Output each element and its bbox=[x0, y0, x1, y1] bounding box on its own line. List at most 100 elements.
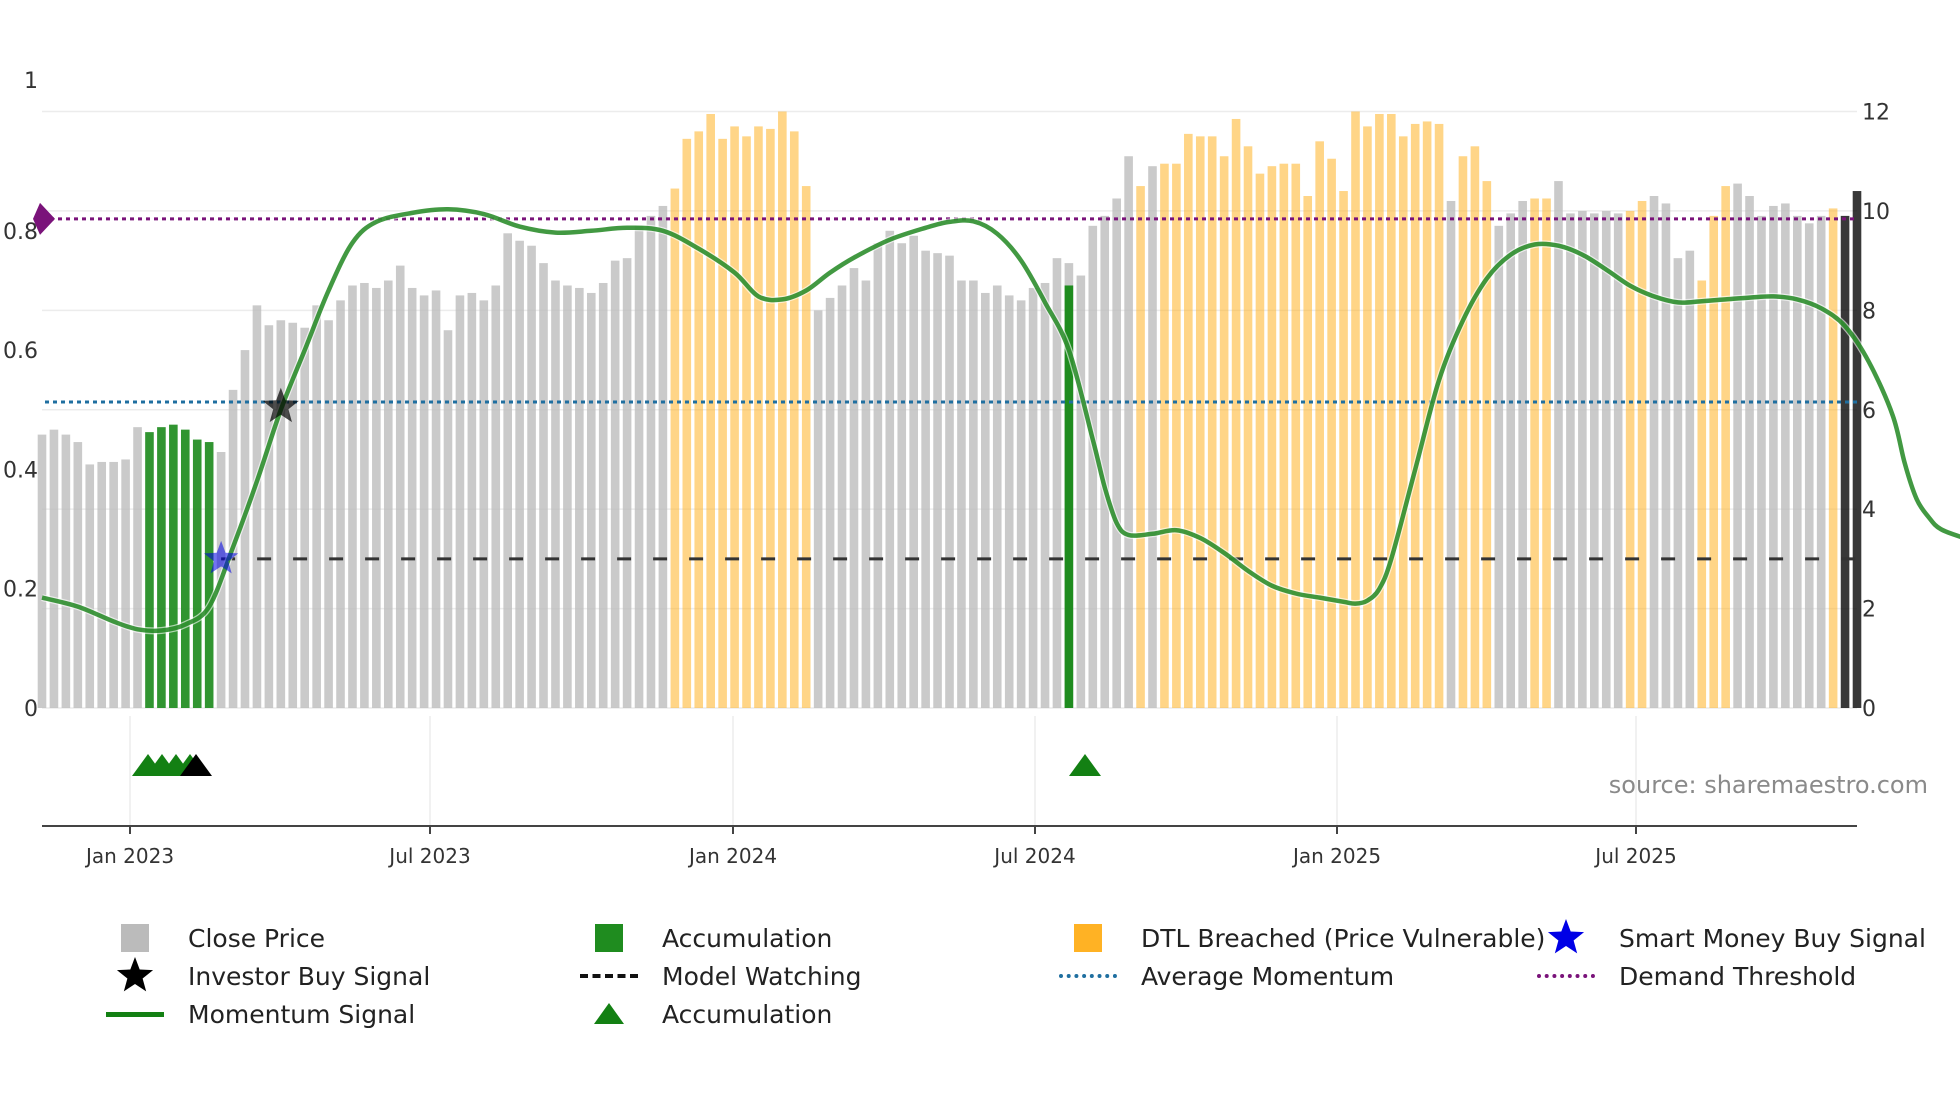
dtl-breached-bar bbox=[742, 136, 751, 709]
gray-square-icon bbox=[121, 924, 149, 952]
accumulation-bar bbox=[145, 432, 154, 708]
legend-demand-threshold: Demand Threshold bbox=[1531, 958, 1856, 994]
dtl-breached-bar bbox=[766, 128, 775, 708]
close-price-bar bbox=[909, 235, 918, 708]
date-tick-label: Jul 2024 bbox=[992, 844, 1075, 868]
legend-accumulation: Accumulation bbox=[574, 920, 832, 956]
close-price-bar bbox=[849, 268, 859, 708]
left-tick-label: 0.8 bbox=[3, 220, 38, 245]
close-price-bar bbox=[1685, 250, 1695, 708]
close-price-bar bbox=[240, 350, 250, 708]
momentum-layer bbox=[41, 205, 1960, 635]
legend-close-price: Close Price bbox=[100, 920, 325, 956]
close-price-bar bbox=[1649, 196, 1659, 708]
momentum-signal-line bbox=[41, 207, 1960, 634]
close-price-bar bbox=[813, 310, 823, 708]
close-price-bar bbox=[1112, 198, 1121, 709]
dtl-breached-bar bbox=[1697, 280, 1707, 708]
right-tick-label: 6 bbox=[1862, 399, 1876, 424]
close-price-bar bbox=[598, 282, 608, 708]
dtl-breached-bar bbox=[1709, 215, 1719, 708]
dtl-breached-bar bbox=[801, 186, 811, 708]
close-price-bar bbox=[1004, 295, 1014, 708]
right-tick-label: 2 bbox=[1862, 598, 1876, 623]
close-price-bar bbox=[1733, 183, 1742, 708]
close-price-bar bbox=[1804, 223, 1814, 708]
dtl-breached-bar bbox=[1184, 133, 1193, 708]
dtl-breached-bar bbox=[1434, 123, 1444, 709]
dtl-breached-bar bbox=[682, 138, 692, 709]
solid-line-icon bbox=[106, 1011, 164, 1017]
close-price-bar bbox=[49, 429, 59, 708]
dtl-breached-bar bbox=[1195, 136, 1205, 709]
close-price-bar bbox=[539, 263, 548, 708]
chart-svg: 0 0.2 0.4 0.6 0.8 1 0 2 4 6 8 10 12 Jan 2023 Jul 202… bbox=[3, 69, 1960, 868]
close-price-bar bbox=[419, 295, 429, 708]
accumulation-bar bbox=[169, 424, 178, 708]
legend-accumulation-marker: Accumulation bbox=[574, 996, 832, 1032]
close-price-bar bbox=[1852, 191, 1862, 708]
dtl-breached-bar bbox=[1458, 156, 1468, 709]
legend-label: Investor Buy Signal bbox=[188, 961, 431, 991]
dashed-line-icon bbox=[580, 974, 638, 978]
close-price-bar bbox=[121, 459, 130, 708]
dotted-line-icon bbox=[1537, 974, 1595, 978]
legend-model-watching: Model Watching bbox=[574, 958, 862, 994]
dtl-breached-bar bbox=[1207, 136, 1217, 709]
date-tick-label: Jul 2025 bbox=[1593, 844, 1676, 868]
close-price-bar bbox=[861, 280, 871, 708]
close-price-bar bbox=[1040, 282, 1050, 708]
close-price-bar bbox=[372, 287, 381, 708]
close-price-bar bbox=[407, 287, 417, 708]
close-price-bar bbox=[1590, 213, 1599, 708]
legend-label: Model Watching bbox=[662, 961, 862, 991]
black-star-icon bbox=[262, 387, 299, 423]
close-price-bar bbox=[1613, 213, 1623, 708]
dtl-breached-bar bbox=[1470, 146, 1480, 709]
close-price-bar bbox=[360, 282, 369, 708]
dtl-breached-bar bbox=[1303, 196, 1313, 708]
close-price-bar bbox=[992, 285, 1002, 708]
close-price-bar bbox=[1816, 215, 1826, 708]
right-tick-label: 10 bbox=[1862, 200, 1890, 225]
close-price-bar bbox=[133, 427, 142, 708]
close-price-bar bbox=[646, 215, 656, 708]
dtl-breached-bar bbox=[670, 188, 680, 709]
close-price-bar bbox=[586, 292, 596, 708]
left-tick-label: 1 bbox=[24, 69, 38, 94]
close-price-bar bbox=[276, 320, 286, 708]
close-price-bar bbox=[1757, 215, 1766, 708]
dtl-breached-bar bbox=[1136, 186, 1145, 708]
legend-label: Average Momentum bbox=[1141, 961, 1395, 991]
close-price-bar bbox=[1446, 200, 1456, 709]
dtl-breached-bar bbox=[1542, 198, 1551, 709]
dtl-breached-bar bbox=[730, 126, 739, 708]
left-axis: 0 0.2 0.4 0.6 0.8 1 bbox=[3, 69, 38, 722]
date-axis: Jan 2023 Jul 2023 Jan 2024 Jul 2024 Jan 2025… bbox=[42, 825, 1857, 868]
dtl-breached-bar bbox=[1410, 123, 1420, 709]
dtl-breached-bar bbox=[1375, 113, 1384, 709]
close-price-bar bbox=[1781, 203, 1790, 708]
date-tick-label: Jul 2023 bbox=[387, 844, 470, 868]
close-price-bar bbox=[1506, 213, 1516, 708]
blue-star-icon bbox=[203, 540, 239, 574]
green-square-icon bbox=[595, 924, 623, 952]
close-price-bar bbox=[443, 330, 453, 708]
source-label: source: sharemaestro.com bbox=[1609, 771, 1928, 799]
accumulation-bar bbox=[192, 439, 202, 708]
close-price-bar bbox=[1793, 215, 1802, 708]
dtl-breached-bar bbox=[1721, 186, 1730, 708]
triangle-icon bbox=[594, 1003, 624, 1024]
close-price-bar bbox=[945, 255, 954, 708]
left-tick-label: 0.6 bbox=[3, 339, 38, 364]
dtl-breached-bar bbox=[1828, 208, 1838, 708]
close-price-bar bbox=[897, 243, 907, 709]
close-price-bar bbox=[503, 233, 512, 709]
investor-buy-triangle bbox=[180, 754, 212, 776]
dtl-breached-bar bbox=[718, 138, 727, 709]
left-tick-label: 0 bbox=[24, 697, 38, 722]
dtl-breached-bar bbox=[694, 131, 704, 708]
close-price-bar bbox=[1028, 287, 1038, 708]
close-price-bar bbox=[431, 290, 441, 708]
close-price-bar bbox=[563, 285, 572, 708]
